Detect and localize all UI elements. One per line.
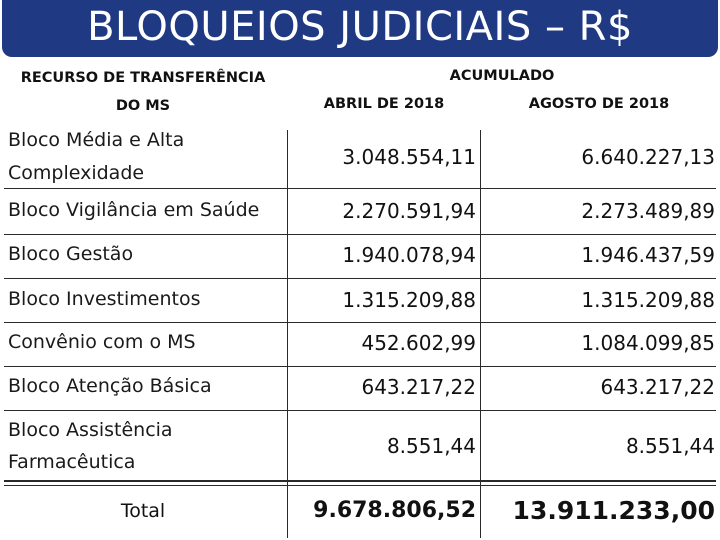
agosto-value: 1.946.437,59: [581, 243, 715, 267]
abril-value: 8.551,44: [386, 434, 476, 458]
row-divider: [4, 410, 716, 411]
total-row: Total 9.678.806,52 13.911.233,00: [4, 486, 716, 538]
slide-title: BLOQUEIOS JUDICIAIS – R$: [87, 4, 633, 50]
abril-value: 643.217,22: [361, 375, 476, 399]
abril-value: 2.270.591,94: [342, 199, 476, 223]
header-resource-line2: DO MS: [115, 98, 171, 114]
header-agosto-2018: AGOSTO DE 2018: [528, 96, 670, 112]
table-row: Bloco Assistência Farmacêutica 8.551,44 …: [4, 410, 716, 480]
agosto-value: 1.315.209,88: [581, 288, 715, 312]
abril-value: 1.315.209,88: [342, 288, 476, 312]
title-banner: [2, 0, 718, 57]
total-agosto-value: 13.911.233,00: [512, 496, 715, 525]
table-row: Bloco Vigilância em Saúde 2.270.591,94 2…: [4, 188, 716, 234]
agosto-value: 8.551,44: [625, 434, 715, 458]
row-label-line1: Bloco Assistência: [8, 419, 173, 441]
row-divider: [4, 234, 716, 235]
column-divider-2: [480, 130, 481, 538]
header-resource-line1: RECURSO DE TRANSFERÊNCIA: [20, 70, 266, 86]
table-row: Bloco Atenção Básica 643.217,22 643.217,…: [4, 366, 716, 410]
row-label: Convênio com o MS: [8, 331, 196, 353]
column-divider-1: [287, 130, 288, 538]
agosto-value: 1.084.099,85: [581, 331, 715, 355]
table-row: Bloco Investimentos 1.315.209,88 1.315.2…: [4, 278, 716, 322]
blocked-funds-table: RECURSO DE TRANSFERÊNCIA DO MS ACUMULADO…: [4, 64, 716, 538]
abril-value: 452.602,99: [361, 331, 476, 355]
row-label: Bloco Investimentos: [8, 288, 201, 310]
row-label: Bloco Gestão: [8, 243, 134, 265]
abril-value: 3.048.554,11: [342, 145, 476, 169]
row-label-line2: Complexidade: [8, 162, 145, 184]
table-row: Bloco Média e Alta Complexidade 3.048.55…: [4, 124, 716, 188]
total-divider-bottom: [4, 485, 716, 486]
row-divider: [4, 278, 716, 279]
abril-value: 1.940.078,94: [342, 243, 476, 267]
row-label-line1: Bloco Média e Alta: [8, 129, 185, 151]
total-abril-value: 9.678.806,52: [313, 498, 476, 523]
total-divider-top: [4, 480, 716, 482]
agosto-value: 6.640.227,13: [581, 145, 715, 169]
table-row: Convênio com o MS 452.602,99 1.084.099,8…: [4, 322, 716, 366]
header-accumulated: ACUMULADO: [449, 68, 555, 84]
row-divider: [4, 188, 716, 189]
row-label-line2: Farmacêutica: [8, 451, 136, 473]
total-label: Total: [120, 500, 166, 522]
row-divider: [4, 322, 716, 323]
header-abril-2018: ABRIL DE 2018: [323, 96, 445, 112]
table-row: Bloco Gestão 1.940.078,94 1.946.437,59: [4, 234, 716, 278]
agosto-value: 643.217,22: [600, 375, 715, 399]
row-label: Bloco Atenção Básica: [8, 375, 212, 397]
row-label: Bloco Vigilância em Saúde: [8, 199, 260, 221]
agosto-value: 2.273.489,89: [581, 199, 715, 223]
row-divider: [4, 366, 716, 367]
